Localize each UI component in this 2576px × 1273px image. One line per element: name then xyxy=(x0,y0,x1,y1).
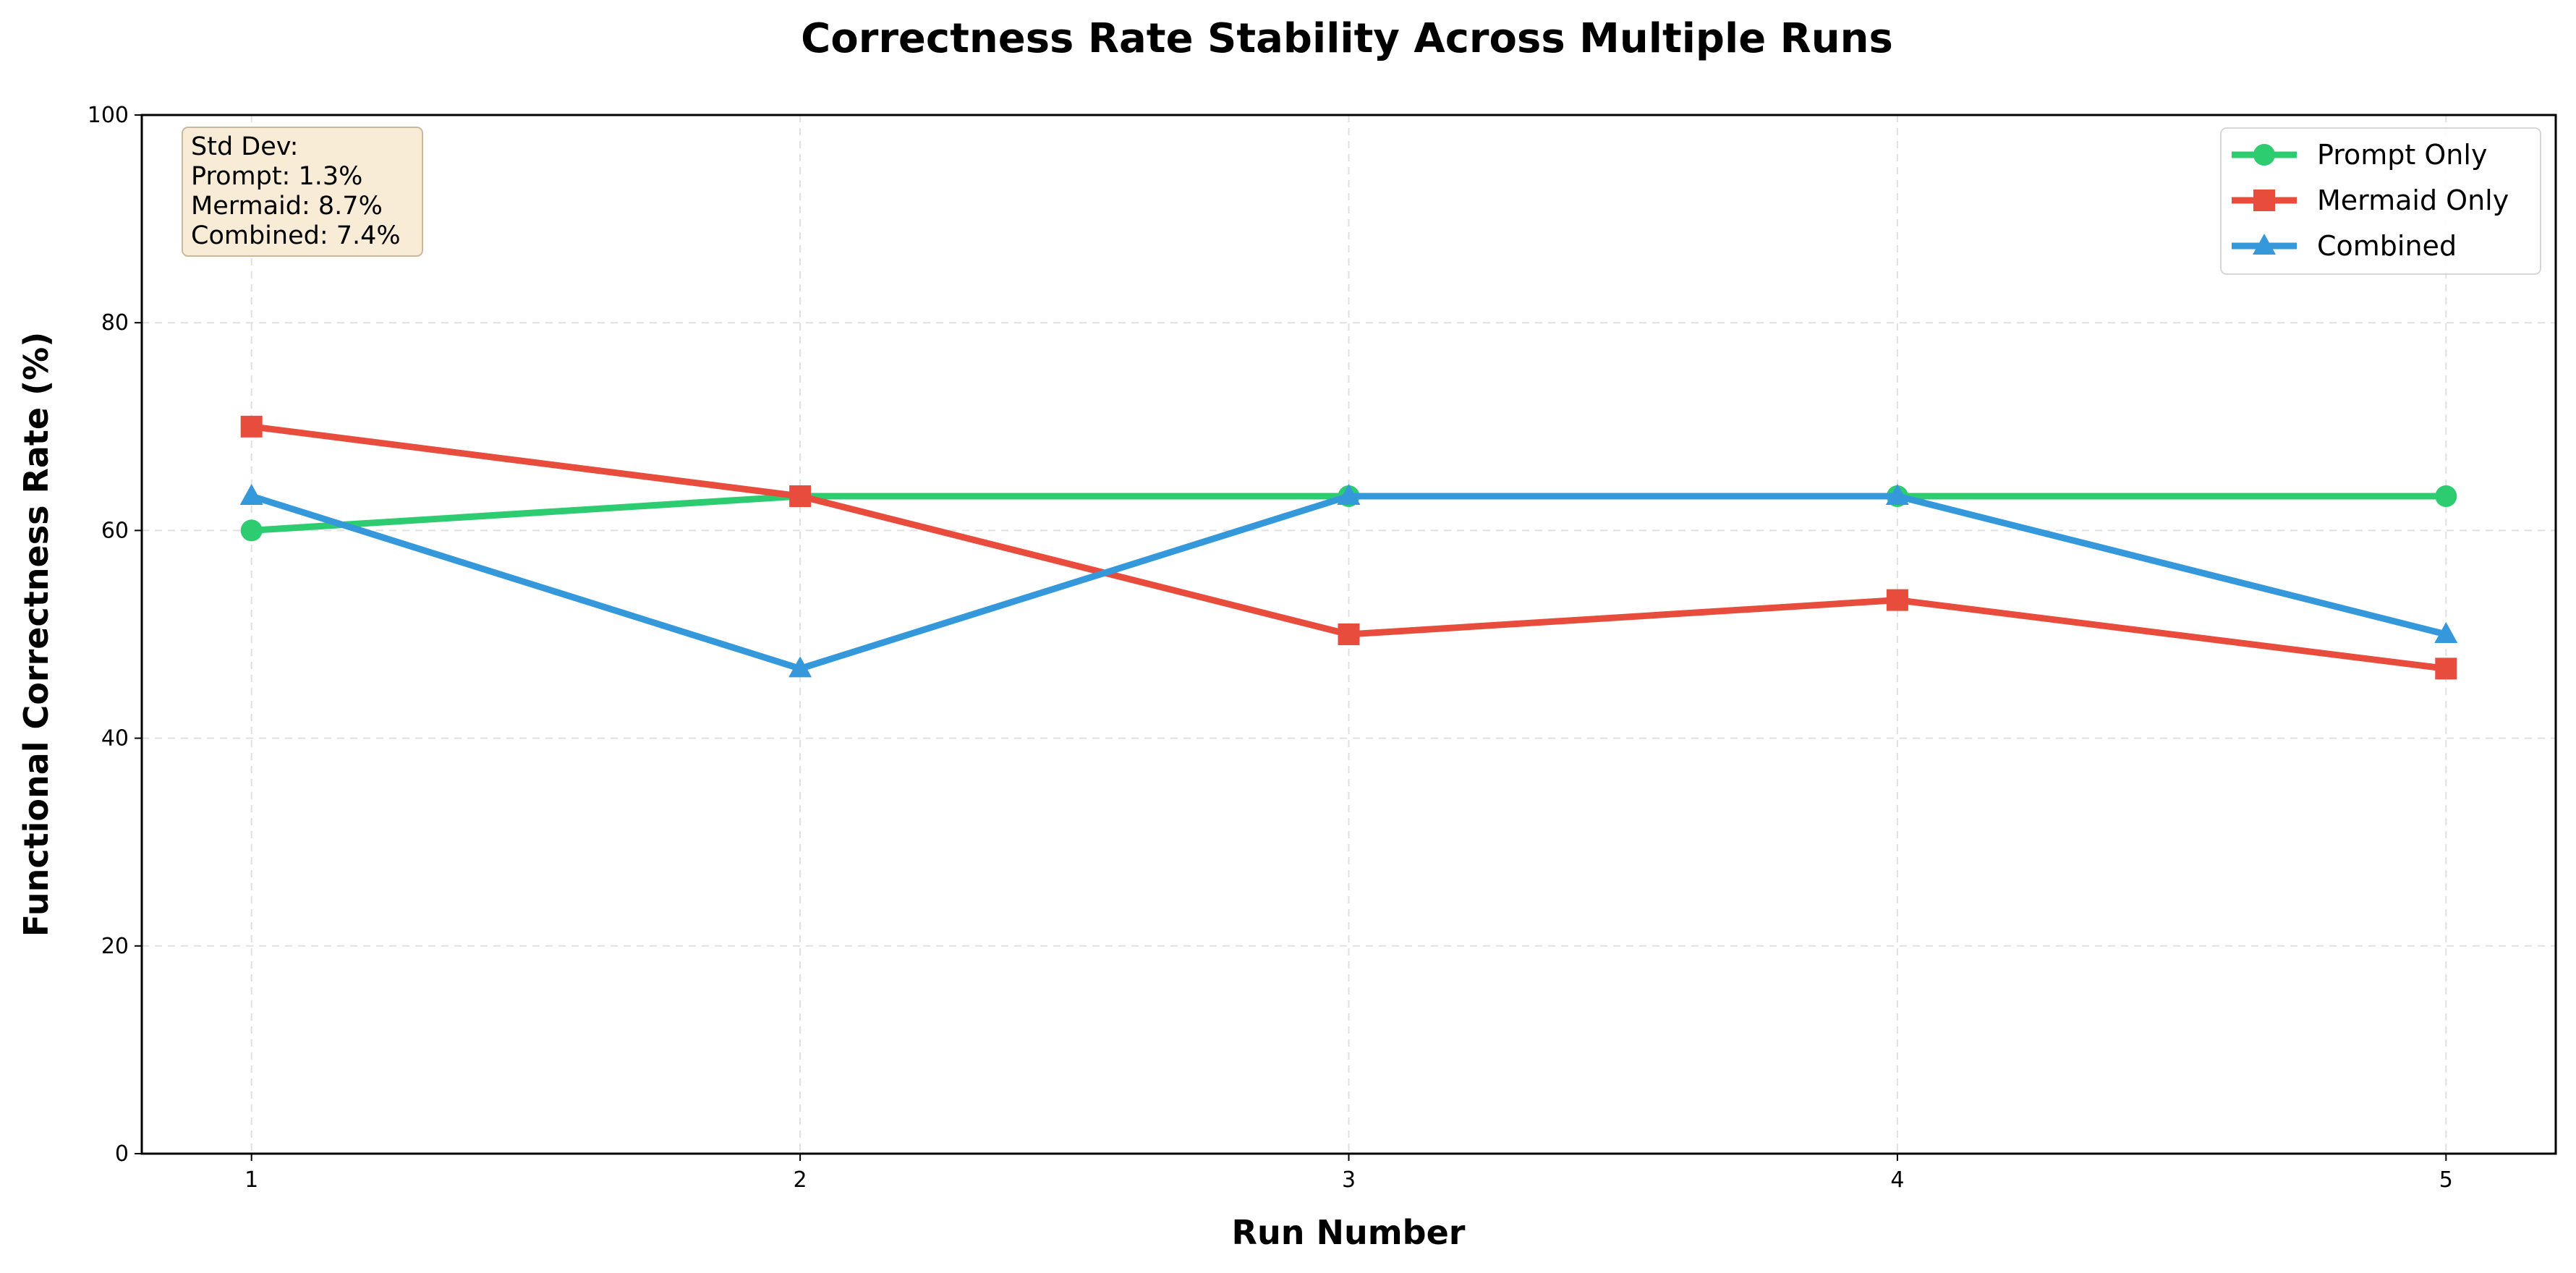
annotation-line-3: Mermaid: 8.7% xyxy=(191,192,383,221)
y-tick-label: 40 xyxy=(101,726,129,752)
data-point-prompt-only xyxy=(240,519,263,542)
legend: Prompt Only Mermaid Only Combined xyxy=(2220,127,2541,275)
data-point-combined xyxy=(239,484,263,506)
data-point-mermaid-only xyxy=(1338,623,1360,645)
data-point-combined xyxy=(788,656,812,678)
y-tick-label: 60 xyxy=(101,518,129,543)
legend-label-mermaid-only: Mermaid Only xyxy=(2317,184,2509,216)
annotation-line-2: Prompt: 1.3% xyxy=(191,162,362,191)
annotation-line-1: Std Dev: xyxy=(191,132,298,161)
y-tick-label: 20 xyxy=(101,934,129,959)
data-point-mermaid-only xyxy=(240,415,263,438)
legend-marker-triangle-icon xyxy=(2253,234,2276,255)
legend-label-prompt-only: Prompt Only xyxy=(2317,139,2487,171)
data-point-prompt-only xyxy=(2435,485,2457,508)
legend-marker-circle-icon xyxy=(2253,144,2275,166)
x-tick-label: 4 xyxy=(1890,1167,1904,1193)
x-tick-label: 5 xyxy=(2439,1167,2453,1193)
legend-label-combined: Combined xyxy=(2317,230,2457,262)
data-point-combined xyxy=(2434,622,2458,643)
series-lines xyxy=(239,415,2458,680)
x-tick-label: 1 xyxy=(245,1167,258,1193)
legend-entry-prompt-only: Prompt Only xyxy=(2232,139,2487,171)
annotation-box xyxy=(182,127,423,257)
legend-entry-mermaid-only: Mermaid Only xyxy=(2232,184,2509,216)
data-point-combined xyxy=(1337,484,1361,506)
chart-title: Correctness Rate Stability Across Multip… xyxy=(801,15,1893,62)
data-point-mermaid-only xyxy=(1886,589,1908,611)
x-tick-label: 3 xyxy=(1342,1167,1356,1193)
std-dev-annotation: Std Dev: Prompt: 1.3% Mermaid: 8.7% Comb… xyxy=(182,127,423,257)
y-tick-label: 0 xyxy=(115,1141,129,1167)
data-point-combined xyxy=(1885,484,1909,506)
y-axis-title: Functional Correctness Rate (%) xyxy=(17,332,56,937)
x-axis: 1 2 3 4 5 xyxy=(245,1154,2453,1193)
annotation-line-4: Combined: 7.4% xyxy=(191,221,401,250)
y-tick-label: 80 xyxy=(101,310,129,336)
data-point-mermaid-only xyxy=(2435,657,2457,680)
legend-entry-combined: Combined xyxy=(2232,230,2457,262)
y-tick-label: 100 xyxy=(88,103,129,128)
data-point-mermaid-only xyxy=(789,485,812,508)
y-axis: 0 20 40 60 80 100 xyxy=(88,103,142,1167)
x-tick-label: 2 xyxy=(794,1167,807,1193)
legend-marker-square-icon xyxy=(2253,190,2275,211)
grid-lines xyxy=(142,115,2556,1154)
x-axis-title: Run Number xyxy=(1232,1213,1466,1252)
legend-frame xyxy=(2220,127,2541,275)
